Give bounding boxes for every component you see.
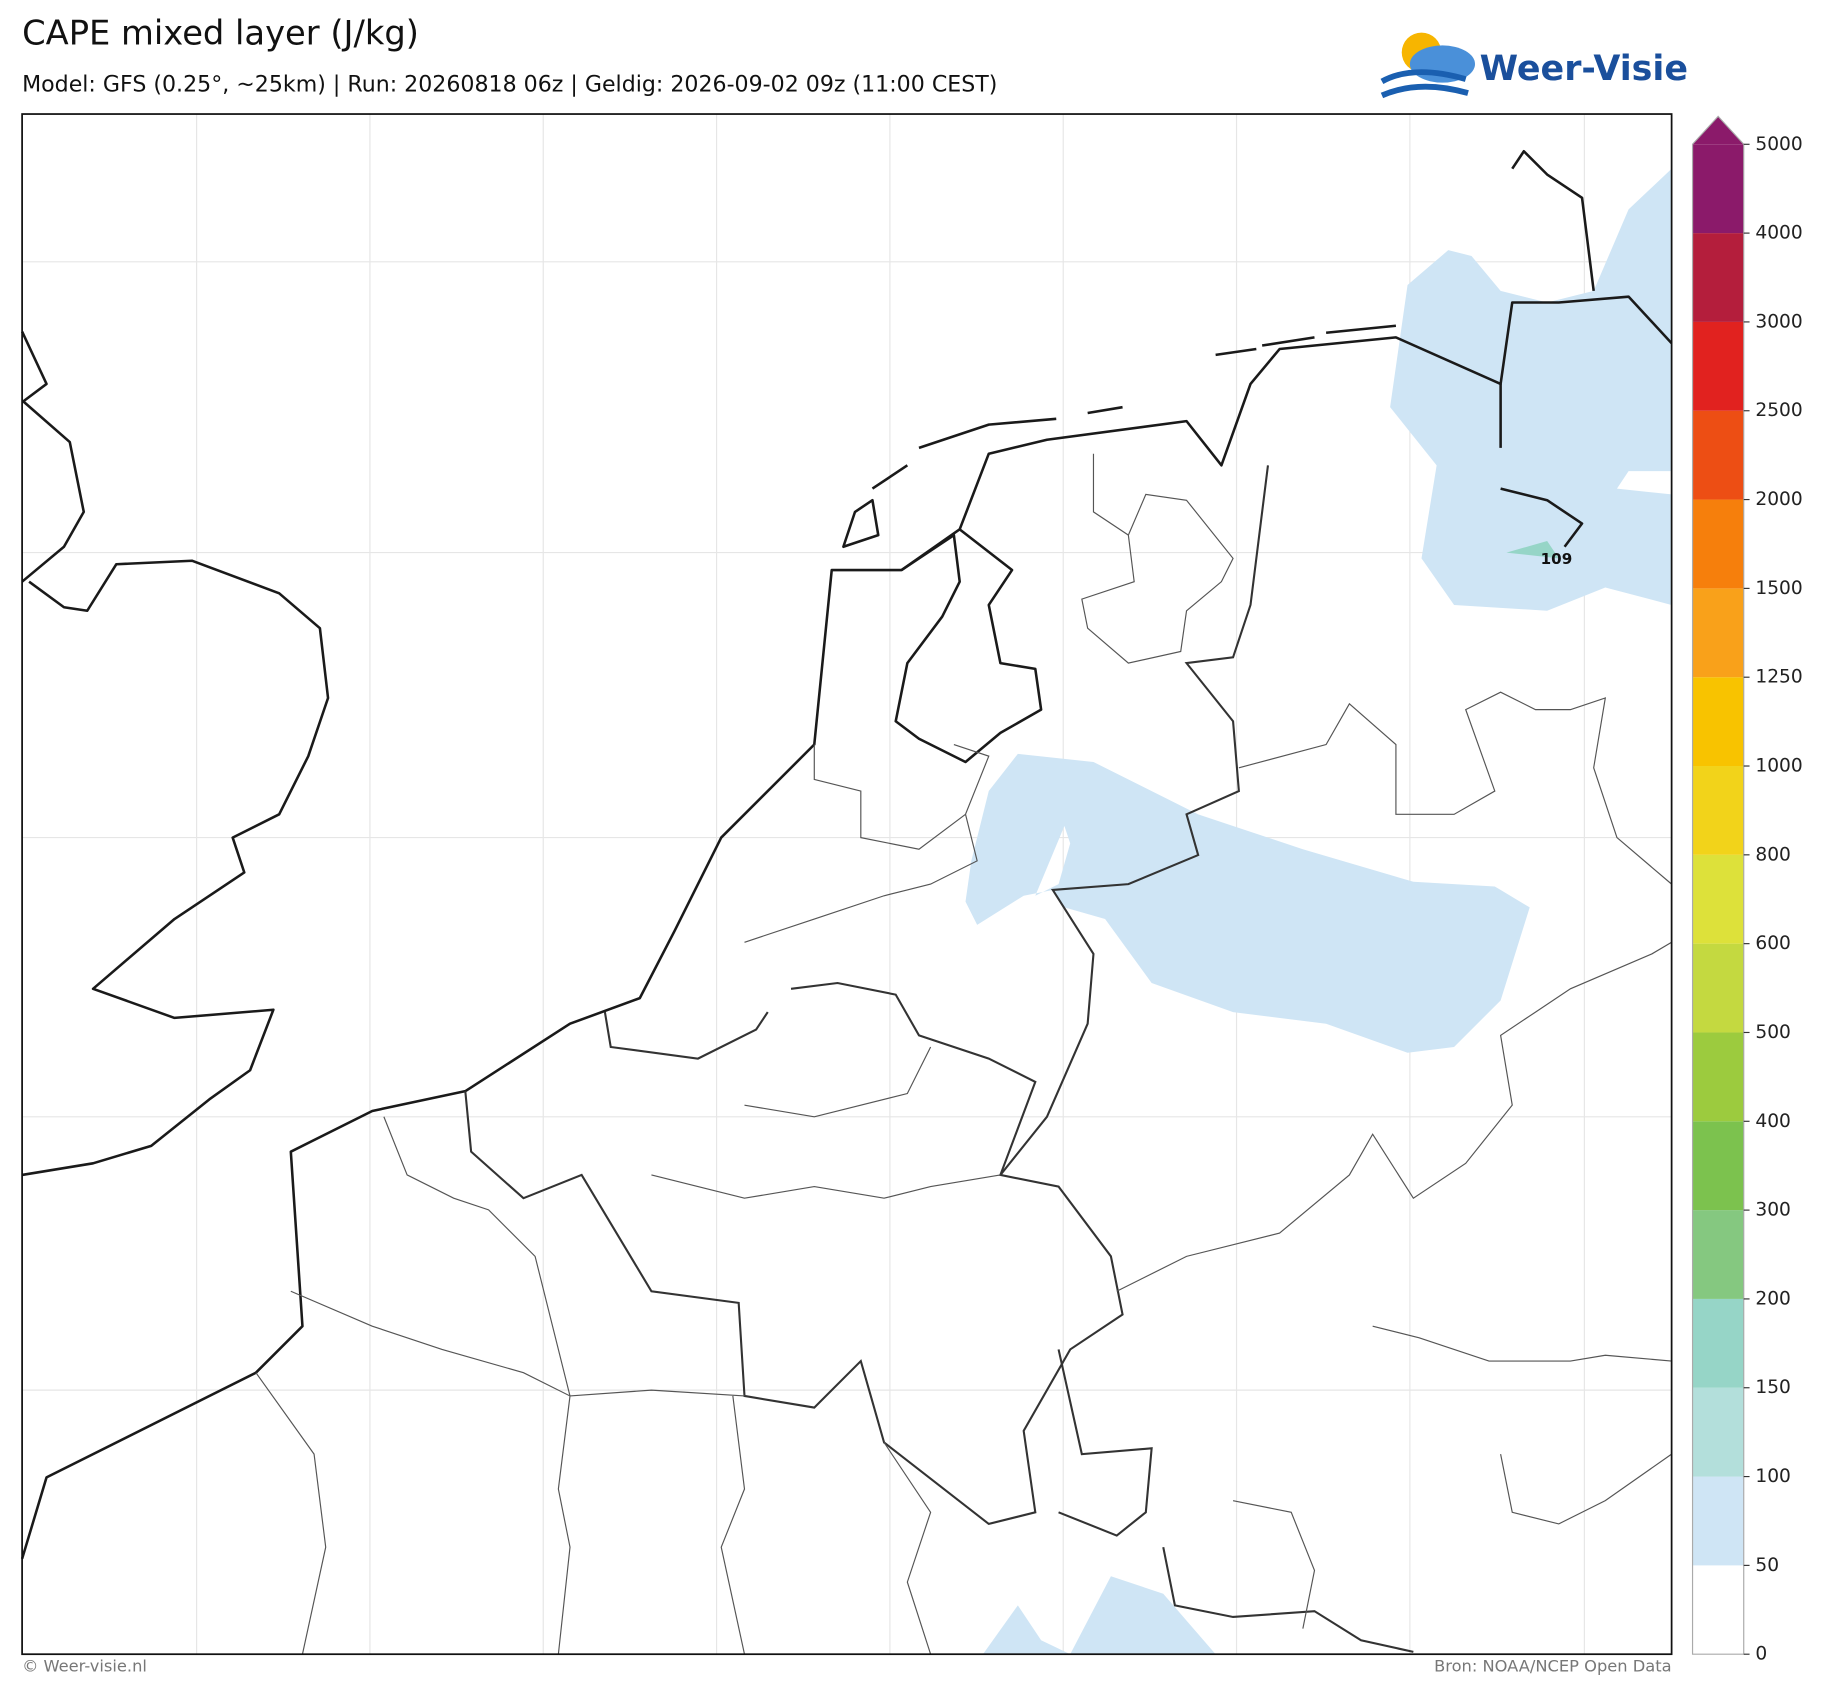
max-value-label: 109 bbox=[1541, 550, 1573, 568]
colorbar-tick-label: 0 bbox=[1755, 1644, 1767, 1665]
colorbar-tick-label: 2000 bbox=[1755, 489, 1802, 510]
colorbar-band bbox=[1692, 1210, 1744, 1299]
colorbar-arrow bbox=[1692, 116, 1744, 145]
colorbar-tick-label: 50 bbox=[1755, 1555, 1779, 1576]
footer-left: © Weer-visie.nl bbox=[22, 1657, 147, 1676]
colorbar-band bbox=[1692, 1476, 1744, 1566]
colorbar-band bbox=[1692, 766, 1744, 855]
colorbar-band bbox=[1692, 1565, 1744, 1655]
colorbar-tick-label: 3000 bbox=[1755, 311, 1802, 332]
colorbar-band bbox=[1692, 1387, 1744, 1477]
colorbar-tick-label: 2500 bbox=[1755, 400, 1802, 421]
regions bbox=[255, 453, 1672, 1655]
colorbar-band bbox=[1692, 1032, 1744, 1122]
colorbar-tick-label: 1000 bbox=[1755, 756, 1802, 777]
colorbar-band bbox=[1692, 233, 1744, 322]
subtitle: Model: GFS (0.25°, ~25km) | Run: 2026081… bbox=[22, 71, 997, 97]
logo: Weer-Visie bbox=[1380, 32, 1688, 99]
colorbar-band bbox=[1692, 1298, 1744, 1388]
colorbar-band bbox=[1692, 854, 1744, 944]
colorbar-tick-label: 150 bbox=[1755, 1377, 1791, 1398]
colorbar-tick-label: 800 bbox=[1755, 844, 1791, 865]
colorbar: 0 50 100 150 200 300 400 500 600 800 1000 1250 1500 2… bbox=[1691, 115, 1803, 1665]
colorbar-band bbox=[1692, 499, 1744, 589]
colorbar-outline bbox=[1691, 115, 1745, 1655]
map-area: 109 bbox=[20, 113, 1673, 1656]
colorbar-tick-label: 500 bbox=[1755, 1022, 1791, 1043]
title: CAPE mixed layer (J/kg) bbox=[22, 13, 419, 52]
colorbar-band bbox=[1692, 321, 1744, 411]
colorbar-tick-label: 300 bbox=[1755, 1200, 1791, 1221]
colorbar-band bbox=[1692, 677, 1744, 767]
colorbar-band bbox=[1692, 943, 1744, 1033]
colorbar-band bbox=[1692, 1121, 1744, 1211]
coastlines bbox=[20, 149, 1673, 1560]
borders bbox=[464, 465, 1414, 1653]
colorbar-tick-label: 1250 bbox=[1755, 667, 1802, 688]
colorbar-tick-label: 4000 bbox=[1755, 223, 1802, 244]
cape-areas bbox=[965, 168, 1672, 1655]
colorbar-band bbox=[1692, 144, 1744, 234]
colorbar-band bbox=[1692, 588, 1744, 678]
colorbar-tick-label: 600 bbox=[1755, 933, 1791, 954]
colorbar-tick-label: 100 bbox=[1755, 1466, 1791, 1487]
logo-text: Weer-Visie bbox=[1480, 49, 1688, 89]
colorbar-tick-label: 1500 bbox=[1755, 578, 1802, 599]
colorbar-band bbox=[1692, 410, 1744, 500]
footer-right: Bron: NOAA/NCEP Open Data bbox=[1434, 1657, 1672, 1676]
colorbar-tick-label: 200 bbox=[1755, 1288, 1791, 1309]
colorbar-tick-label: 5000 bbox=[1755, 134, 1802, 155]
colorbar-tick-label: 400 bbox=[1755, 1111, 1791, 1132]
